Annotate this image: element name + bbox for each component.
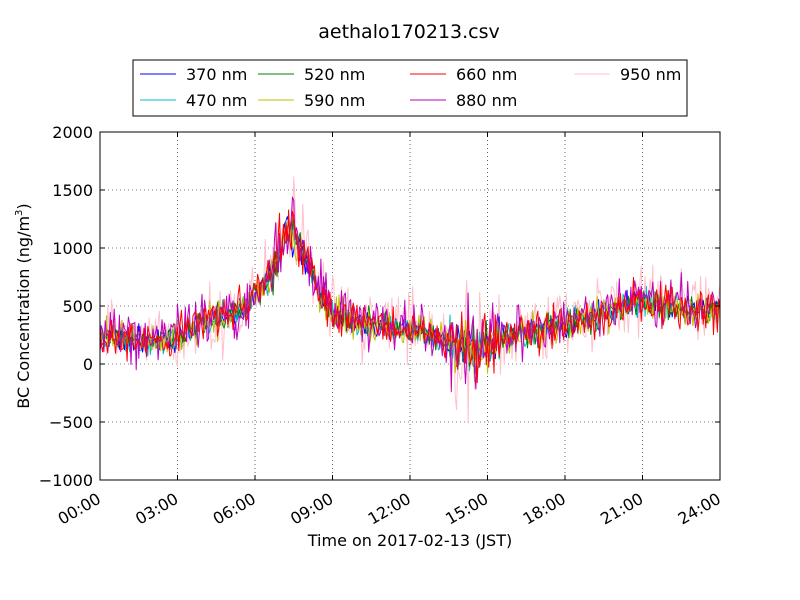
x-tick-label: 00:00 bbox=[55, 489, 104, 529]
legend-label: 880 nm bbox=[456, 91, 517, 110]
y-tick-label: −1000 bbox=[39, 471, 93, 490]
y-tick-labels: 2000 1500 1000 500 0 −500 −1000 bbox=[39, 123, 93, 490]
legend: 370 nm 470 nm 520 nm 590 nm 660 nm 880 nm 950 … bbox=[132, 59, 688, 117]
legend-label: 950 nm bbox=[620, 65, 681, 84]
legend-label: 590 nm bbox=[304, 91, 365, 110]
y-axis-label-main: BC Concentration (ng/m bbox=[14, 216, 33, 409]
legend-entry-520-nm: 520 nm bbox=[258, 65, 365, 84]
legend-label: 370 nm bbox=[186, 65, 247, 84]
legend-entry-590-nm: 590 nm bbox=[258, 91, 365, 110]
x-tick-labels: 00:00 03:00 06:00 09:00 12:00 15:00 18:00 21:00… bbox=[55, 489, 724, 529]
y-tick-label: 0 bbox=[83, 355, 93, 374]
x-axis-label: Time on 2017-02-13 (JST) bbox=[307, 531, 512, 550]
legend-entry-660-nm: 660 nm bbox=[410, 65, 517, 84]
x-tick-label: 09:00 bbox=[287, 489, 336, 529]
ticks bbox=[99, 131, 721, 481]
legend-label: 660 nm bbox=[456, 65, 517, 84]
x-tick-label: 06:00 bbox=[210, 489, 259, 529]
y-tick-label: 500 bbox=[62, 297, 93, 316]
x-tick-label: 18:00 bbox=[520, 489, 569, 529]
y-axis-label-sup: 3 bbox=[14, 210, 25, 216]
legend-entry-880-nm: 880 nm bbox=[410, 91, 517, 110]
x-tick-label: 12:00 bbox=[365, 489, 414, 529]
series-line-880-nm bbox=[99, 196, 721, 393]
y-axis-label: BC Concentration (ng/m3) bbox=[14, 203, 33, 408]
series-line-660-nm bbox=[99, 209, 721, 384]
legend-entry-370-nm: 370 nm bbox=[140, 65, 247, 84]
legend-entry-470-nm: 470 nm bbox=[140, 91, 247, 110]
legend-label: 520 nm bbox=[304, 65, 365, 84]
legend-label: 470 nm bbox=[186, 91, 247, 110]
chart-title: aethalo170213.csv bbox=[318, 21, 500, 43]
legend-box bbox=[132, 59, 688, 117]
y-tick-label: 1500 bbox=[52, 181, 93, 200]
y-tick-label: 2000 bbox=[52, 123, 93, 142]
series-lines bbox=[99, 176, 721, 424]
x-tick-label: 15:00 bbox=[442, 489, 491, 529]
y-tick-label: −500 bbox=[49, 413, 93, 432]
legend-entry-950-nm: 950 nm bbox=[574, 65, 681, 84]
plot-area bbox=[99, 131, 721, 481]
y-tick-label: 1000 bbox=[52, 239, 93, 258]
x-tick-label: 03:00 bbox=[132, 489, 181, 529]
y-axis-label-tail: ) bbox=[14, 203, 33, 209]
x-tick-label: 24:00 bbox=[675, 489, 724, 529]
x-tick-label: 21:00 bbox=[597, 489, 646, 529]
